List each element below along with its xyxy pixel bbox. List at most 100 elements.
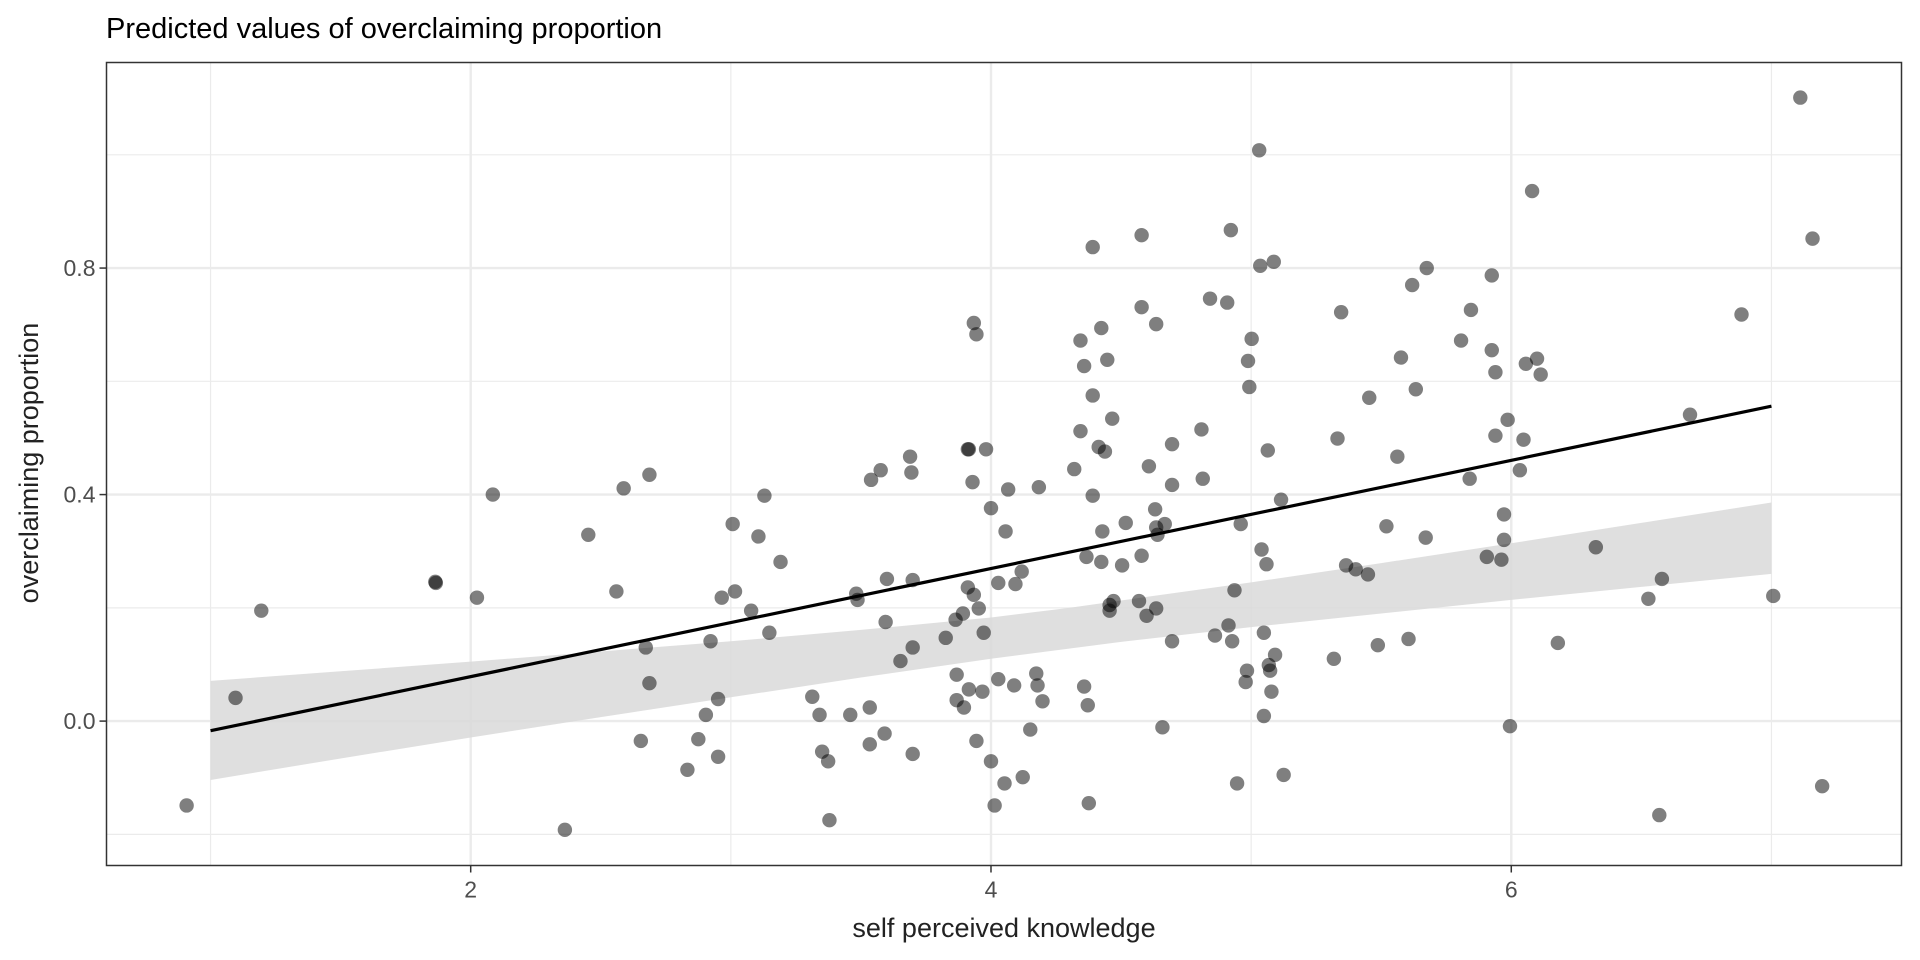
data-point <box>805 689 820 704</box>
data-point <box>1131 593 1147 609</box>
data-point <box>1229 776 1245 791</box>
data-point <box>725 516 740 532</box>
data-point <box>1479 549 1495 565</box>
data-point <box>1260 443 1275 458</box>
data-point <box>1015 769 1030 785</box>
data-point <box>1390 449 1405 464</box>
data-point <box>987 798 1002 813</box>
data-point <box>1031 480 1047 495</box>
data-point <box>1000 482 1016 497</box>
data-point <box>1100 352 1115 368</box>
data-point <box>1419 260 1434 276</box>
data-point <box>862 700 877 715</box>
data-point <box>873 463 888 478</box>
fit-line-group <box>210 404 1772 733</box>
data-point <box>1793 90 1808 105</box>
data-point <box>1148 601 1164 616</box>
data-point <box>1502 718 1518 734</box>
data-point <box>1095 524 1110 539</box>
data-point <box>956 700 972 715</box>
data-point <box>1370 638 1386 653</box>
data-point <box>1080 698 1095 713</box>
data-point <box>228 690 243 706</box>
data-point <box>1076 358 1092 374</box>
data-point <box>969 327 984 342</box>
data-point <box>1014 564 1029 579</box>
data-point <box>1256 708 1272 724</box>
data-point <box>1202 291 1218 306</box>
data-point <box>1529 351 1545 366</box>
data-point <box>1766 588 1781 604</box>
data-point <box>1238 674 1253 690</box>
data-point <box>1379 519 1394 534</box>
data-point <box>1194 422 1209 437</box>
data-point <box>609 584 624 599</box>
data-point <box>714 590 729 605</box>
data-point <box>1227 583 1242 598</box>
data-point <box>1006 678 1022 693</box>
data-point <box>1518 356 1534 371</box>
data-point <box>751 529 766 544</box>
data-point <box>254 603 269 618</box>
data-point <box>1496 507 1512 522</box>
data-point <box>905 640 920 655</box>
data-point <box>1073 423 1088 439</box>
data-point <box>1512 463 1528 478</box>
x-axis-title: self perceived knowledge <box>852 913 1155 943</box>
data-point <box>485 487 501 502</box>
data-point <box>1267 647 1283 663</box>
data-point <box>773 554 788 570</box>
data-point <box>638 640 653 655</box>
data-point <box>975 684 990 699</box>
x-tick-label: 4 <box>985 877 998 903</box>
data-point <box>1641 591 1656 606</box>
data-point <box>961 682 977 697</box>
data-point <box>1326 651 1342 667</box>
data-point <box>691 732 706 747</box>
data-point <box>710 749 726 764</box>
data-point <box>1029 666 1044 681</box>
data-point <box>1654 571 1670 587</box>
data-point <box>879 571 895 587</box>
data-point <box>1085 239 1100 255</box>
data-point <box>642 467 657 482</box>
data-point <box>633 733 649 749</box>
data-point <box>1094 554 1109 570</box>
data-point <box>1164 436 1180 452</box>
data-point <box>1533 367 1548 382</box>
data-point <box>1094 320 1109 336</box>
data-point <box>1157 516 1172 532</box>
data-point <box>1259 557 1274 572</box>
data-point <box>997 776 1012 791</box>
data-point <box>469 590 485 605</box>
data-point <box>1114 558 1130 573</box>
data-point <box>1239 663 1255 678</box>
data-point <box>1488 428 1503 443</box>
data-point <box>949 667 964 682</box>
chart-title: Predicted values of overclaiming proport… <box>106 13 662 45</box>
data-point <box>1220 295 1235 310</box>
data-points <box>179 90 1830 838</box>
data-point <box>1462 471 1477 486</box>
data-point <box>581 527 596 542</box>
data-point <box>983 754 999 769</box>
data-point <box>1073 333 1088 348</box>
data-point <box>1242 379 1257 395</box>
x-tick-label: 6 <box>1505 877 1518 903</box>
data-point <box>863 472 879 488</box>
y-axis-title: overclaiming proportion <box>14 323 44 604</box>
y-tick-label: 0.8 <box>64 255 96 281</box>
data-point <box>904 465 919 480</box>
data-point <box>1393 350 1409 365</box>
data-point <box>616 481 631 496</box>
data-point <box>822 812 837 828</box>
confidence-band <box>210 502 1772 780</box>
data-point <box>1233 516 1248 532</box>
data-point <box>1079 549 1094 565</box>
data-point <box>1081 796 1097 811</box>
data-point <box>1484 268 1499 283</box>
data-point <box>1408 382 1424 397</box>
data-point <box>1652 807 1667 823</box>
data-point <box>1262 663 1278 678</box>
